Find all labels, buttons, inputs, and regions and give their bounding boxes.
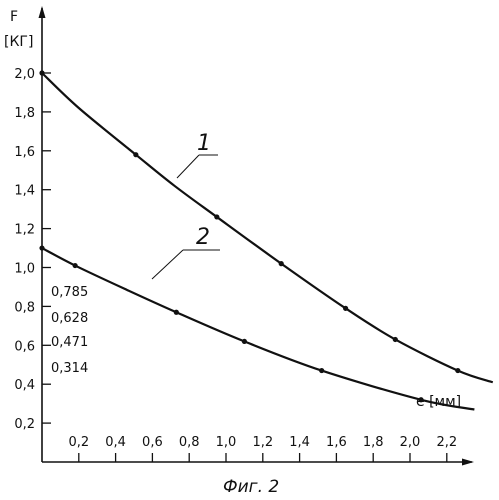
series-1-point (133, 152, 138, 157)
x-tick-label: 1,4 (289, 435, 310, 450)
series-1-line (42, 73, 493, 382)
y-axis-unit: [КГ] (4, 34, 33, 50)
x-axis-label: e [мм] (416, 394, 461, 410)
annotation-values: 0,785 0,628 0,471 0,314 (51, 285, 88, 376)
y-tick-label: 0,4 (14, 378, 35, 393)
y-tick-label: 1,2 (14, 223, 35, 238)
curve-1-label: 1 (197, 131, 211, 156)
series-2-point (73, 263, 78, 268)
series-2-point (418, 397, 423, 402)
series-2-point (39, 245, 44, 250)
y-tick-label: 0,6 (14, 339, 35, 354)
y-tick-label: 0,8 (14, 300, 35, 315)
x-axis-arrow (462, 459, 474, 466)
series-1-point (343, 306, 348, 311)
curve-2-leader-line (152, 250, 183, 279)
annotation-value: 0,471 (51, 335, 88, 350)
curve-labels: 1 2 (152, 131, 220, 279)
y-tick-label: 1,0 (14, 262, 35, 277)
figure-caption: Фиг. 2 (223, 477, 279, 497)
curves (39, 70, 492, 409)
series-1-point (455, 368, 460, 373)
x-tick-label: 1,8 (363, 435, 384, 450)
y-axis-label: F (10, 9, 18, 25)
y-tick-label: 1,4 (14, 184, 35, 199)
series-1-point (279, 261, 284, 266)
annotation-value: 0,314 (51, 361, 88, 376)
x-tick-label: 1,6 (326, 435, 347, 450)
series-1-point (214, 214, 219, 219)
series-2-point (242, 339, 247, 344)
x-tick-label: 2,2 (436, 435, 457, 450)
x-ticks: 0,2 0,4 0,6 0,8 1,0 1,2 1,4 1,6 1,8 2,0 2,2 (68, 435, 457, 462)
curve-2-label: 2 (196, 225, 210, 250)
curve-1-leader-line (177, 155, 199, 178)
series-2-point (319, 368, 324, 373)
y-tick-label: 0,2 (14, 417, 35, 432)
x-tick-label: 0,6 (142, 435, 163, 450)
series-1-point (393, 337, 398, 342)
y-axis-arrow (39, 6, 46, 18)
series-1-point (39, 70, 44, 75)
series-2-point (174, 310, 179, 315)
x-tick-label: 2,0 (400, 435, 421, 450)
annotation-value: 0,628 (51, 311, 88, 326)
y-tick-label: 1,6 (14, 145, 35, 160)
x-tick-label: 0,8 (179, 435, 200, 450)
x-tick-label: 0,4 (105, 435, 126, 450)
x-tick-label: 1,2 (252, 435, 273, 450)
y-tick-label: 1,8 (14, 106, 35, 121)
x-tick-label: 0,2 (68, 435, 89, 450)
x-tick-label: 1,0 (216, 435, 237, 450)
y-tick-label: 2,0 (14, 67, 35, 82)
series-2-line (42, 248, 474, 409)
annotation-value: 0,785 (51, 285, 88, 300)
